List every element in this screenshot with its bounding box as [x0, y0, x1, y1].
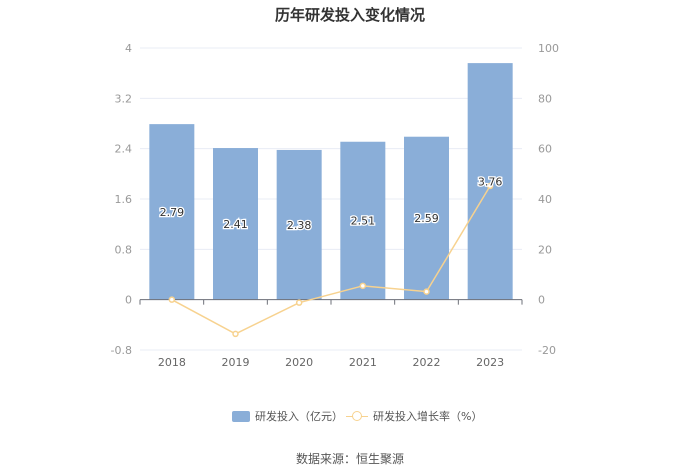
x-tick-label: 2021: [349, 356, 377, 369]
bar: [276, 149, 322, 300]
growth-point: [423, 288, 430, 295]
growth-line: [171, 185, 491, 335]
growth-point: [486, 182, 494, 190]
y-left-tick-label: 4: [125, 42, 132, 55]
y-left-tick-label: 0.8: [115, 243, 133, 256]
bar-value-label: 2.59: [414, 212, 439, 225]
y-right-tick-label: 40: [538, 193, 552, 206]
bar-value-label: 3.76: [478, 175, 503, 188]
growth-point: [232, 330, 239, 338]
bar: [340, 141, 386, 300]
x-tick-label: 2020: [285, 356, 313, 369]
bar-value-label: 2.41: [223, 218, 248, 231]
bar: [149, 124, 195, 300]
legend-line-swatch: [346, 410, 368, 422]
y-right-tick-label: 100: [538, 42, 559, 55]
growth-point: [359, 282, 367, 290]
y-left-tick-label: 2.4: [115, 143, 133, 156]
bar-value-label: 2.51: [351, 215, 376, 228]
bar: [404, 136, 449, 300]
x-tick-label: 2022: [413, 356, 441, 369]
x-tick-label: 2023: [476, 356, 504, 369]
y-right-tick-label: 20: [538, 243, 552, 256]
legend-bar-swatch: [232, 410, 250, 422]
y-left-tick-label: 0: [125, 294, 132, 307]
bar: [467, 63, 513, 300]
bar-value-label: 2.38: [287, 219, 312, 232]
x-tick-label: 2019: [222, 356, 250, 369]
growth-point: [168, 296, 176, 303]
bar-value-label: 2.79: [160, 206, 185, 219]
y-left-tick-label: 3.2: [115, 92, 133, 105]
y-right-tick-label: 0: [538, 294, 545, 307]
legend-item-bar[interactable]: 研发投入（亿元）: [232, 408, 343, 424]
y-left-tick-label: -0.8: [111, 344, 132, 357]
bar: [213, 148, 258, 300]
source-text: 数据来源：恒生聚源: [295, 452, 404, 466]
legend-line-label: 研发投入增长率（%）: [373, 410, 483, 423]
legend: 研发投入（亿元） 研发投入增长率（%）: [0, 408, 700, 426]
y-left-tick-label: 1.6: [115, 193, 133, 206]
growth-point: [295, 299, 303, 306]
legend-item-line[interactable]: 研发投入增长率（%）: [346, 408, 482, 424]
y-right-tick-label: 80: [538, 92, 552, 105]
chart-area: -0.8 0 0.8 1.6 2.4 3.2 4 -20 0 20 40 60 80 100 2018 201…: [111, 42, 559, 369]
legend-bar-label: 研发投入（亿元）: [255, 410, 343, 423]
y-right-tick-label: 60: [538, 143, 552, 156]
x-tick-label: 2018: [158, 356, 186, 369]
chart-title: 历年研发投入变化情况: [274, 6, 425, 24]
y-right-tick-label: -20: [538, 344, 556, 357]
